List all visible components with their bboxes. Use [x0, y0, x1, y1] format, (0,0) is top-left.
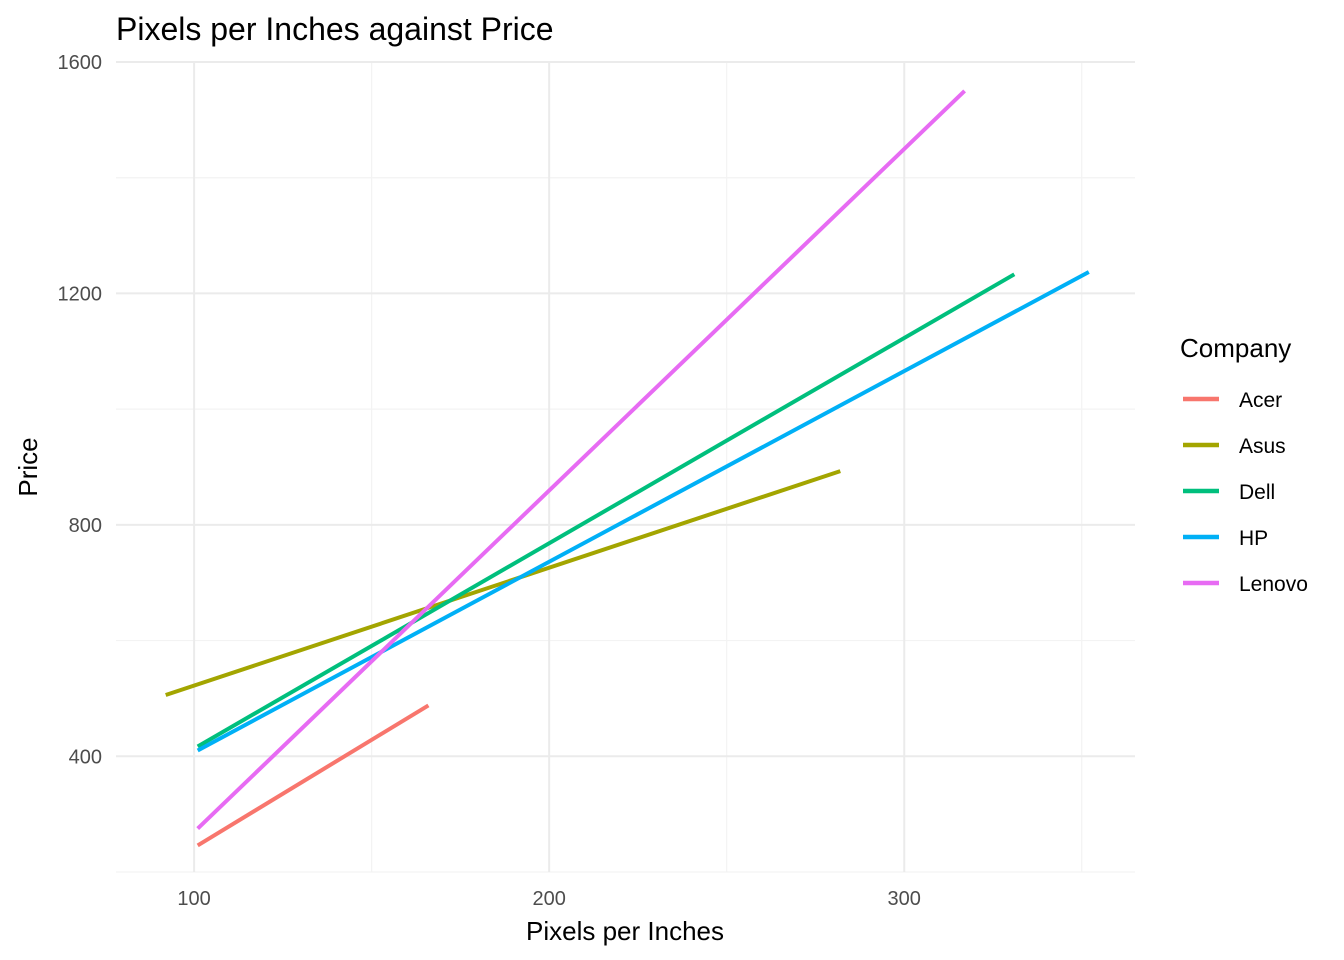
- legend-title: Company: [1180, 333, 1291, 363]
- x-tick-label: 300: [888, 888, 921, 910]
- y-tick-label: 1600: [58, 52, 103, 74]
- x-tick-label: 100: [177, 888, 210, 910]
- y-tick-label: 800: [69, 515, 102, 537]
- y-axis-ticks: 400 800 1200 1600: [58, 52, 103, 768]
- series-line-lenovo: [196, 89, 966, 831]
- grid: [116, 61, 1135, 873]
- y-axis-label: Price: [13, 437, 43, 496]
- series-line-asus: [165, 469, 841, 697]
- legend-label-asus: Asus: [1239, 435, 1286, 458]
- x-tick-label: 200: [532, 888, 565, 910]
- y-tick-label: 1200: [58, 283, 103, 305]
- legend-label-lenovo: Lenovo: [1239, 573, 1308, 596]
- legend: Company Acer Asus Dell HP Lenovo: [1180, 333, 1308, 596]
- series-line-hp: [196, 270, 1090, 753]
- series-line-dell: [196, 272, 1016, 749]
- y-tick-label: 400: [69, 746, 102, 768]
- series-line-acer: [196, 703, 430, 848]
- legend-label-hp: HP: [1239, 527, 1268, 550]
- legend-label-acer: Acer: [1239, 389, 1282, 412]
- legend-label-dell: Dell: [1239, 481, 1275, 504]
- x-axis-ticks: 100 200 300: [177, 888, 920, 910]
- series-lines: [165, 89, 1090, 848]
- chart-title: Pixels per Inches against Price: [116, 11, 554, 47]
- x-axis-label: Pixels per Inches: [526, 916, 724, 946]
